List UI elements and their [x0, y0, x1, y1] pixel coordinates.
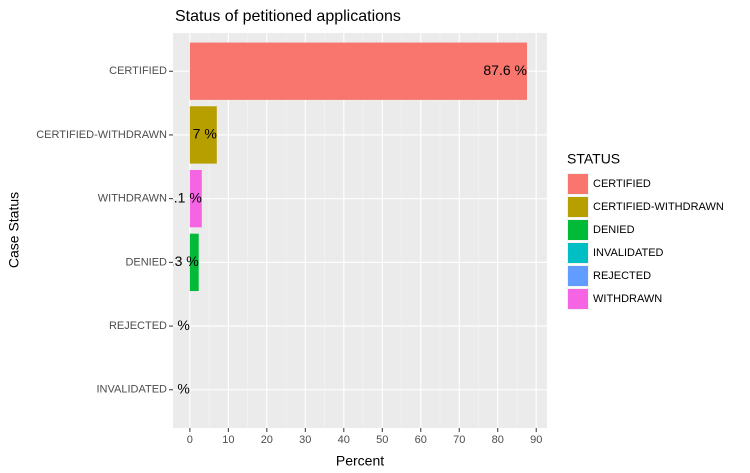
bar-label: 2.3 % [163, 253, 199, 269]
y-tick-label: CERTIFIED-WITHDRAWN [36, 129, 167, 141]
x-tick-label: 50 [376, 434, 388, 446]
x-tick-label: 0 [187, 434, 193, 446]
x-tick-label: 10 [222, 434, 234, 446]
legend-label: DENIED [593, 224, 635, 236]
legend-label: CERTIFIED [593, 178, 651, 190]
y-tick-label: CERTIFIED [109, 65, 167, 77]
bar-label: 87.6 % [483, 62, 527, 78]
bar [189, 42, 527, 100]
bar-label: 0 % [166, 380, 190, 396]
legend-key [568, 174, 588, 194]
y-axis-label: Case Status [6, 192, 22, 268]
x-tick-label: 70 [453, 434, 465, 446]
legend-key [568, 289, 588, 309]
bar-label: 3.1 % [166, 189, 202, 205]
legend-key [568, 266, 588, 286]
bar [189, 106, 217, 164]
bar [189, 233, 199, 292]
x-tick-label: 30 [299, 434, 311, 446]
bar [189, 169, 202, 228]
x-tick-label: 90 [530, 434, 542, 446]
x-tick-label: 40 [338, 434, 350, 446]
legend-label: WITHDRAWN [593, 293, 662, 305]
legend-key [568, 220, 588, 240]
bar-label: 0 % [166, 317, 190, 333]
legend-key [568, 243, 588, 263]
chart-title: Status of petitioned applications [175, 8, 401, 25]
legend-label: REJECTED [593, 270, 651, 282]
x-axis-label: Percent [336, 453, 384, 469]
y-tick-label: INVALIDATED [97, 384, 168, 396]
x-tick-label: 80 [492, 434, 504, 446]
x-tick-label: 20 [261, 434, 273, 446]
bar-label: 7 % [193, 126, 217, 142]
y-tick-label: DENIED [125, 256, 167, 268]
y-tick-label: REJECTED [109, 320, 167, 332]
x-tick-label: 60 [415, 434, 427, 446]
y-tick-label: WITHDRAWN [98, 193, 167, 205]
legend-title: STATUS [567, 151, 620, 167]
legend-key [568, 197, 588, 217]
legend-label: INVALIDATED [593, 247, 664, 259]
legend-label: CERTIFIED-WITHDRAWN [593, 201, 724, 213]
